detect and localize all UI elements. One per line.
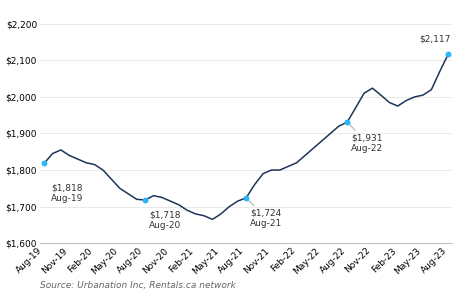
- Text: $2,117: $2,117: [419, 35, 450, 44]
- Point: [142, 198, 149, 202]
- Text: $1,818
Aug-19: $1,818 Aug-19: [51, 184, 83, 203]
- Text: $1,724
Aug-21: $1,724 Aug-21: [246, 198, 283, 228]
- Point: [445, 52, 452, 57]
- Point: [344, 120, 351, 125]
- Point: [242, 195, 250, 200]
- Text: $1,931
Aug-22: $1,931 Aug-22: [347, 122, 383, 153]
- Text: Source: Urbanation Inc, Rentals.ca network: Source: Urbanation Inc, Rentals.ca netwo…: [40, 281, 236, 290]
- Text: $1,718
Aug-20: $1,718 Aug-20: [149, 211, 181, 230]
- Point: [40, 161, 48, 166]
